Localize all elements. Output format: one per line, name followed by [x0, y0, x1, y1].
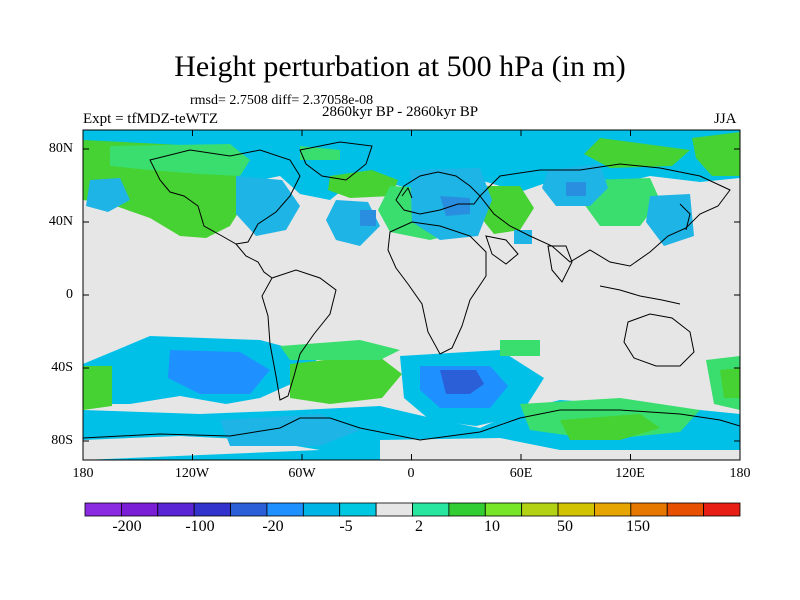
field-green: [720, 368, 740, 398]
lat-label: 40N: [48, 214, 73, 229]
colorbar-label: 50: [557, 518, 573, 535]
field-light-blue: [83, 130, 740, 204]
season-label: JJA: [714, 111, 737, 127]
axis-ticks: [82, 130, 741, 460]
plot-title: Height perturbation at 500 hPa (in m): [174, 50, 626, 83]
map-plot-area: [83, 130, 740, 460]
lon-label: 60E: [509, 466, 533, 481]
colorbar-swatch: [630, 502, 668, 517]
field-blue: [360, 210, 376, 226]
colorbar-swatch: [448, 502, 486, 517]
coastline-asia: [479, 163, 731, 267]
coastline-africa: [387, 221, 487, 355]
colorbar-swatch: [412, 502, 450, 517]
coastline-greenland: [299, 141, 373, 181]
colorbar-swatch: [594, 502, 632, 517]
colorbar-swatch: [193, 502, 231, 517]
field-blue: [86, 178, 130, 212]
coastline-australia: [623, 313, 695, 367]
coastline-uk: [401, 186, 413, 199]
field-green: [478, 186, 534, 234]
colorbar: [84, 502, 741, 517]
colorbar-swatch: [157, 502, 195, 517]
field-blue: [440, 370, 484, 394]
colorbar-swatch: [557, 502, 595, 517]
colorbar-swatch: [84, 502, 122, 517]
colorbar-swatch: [484, 502, 523, 517]
field-blue: [514, 230, 532, 244]
colorbar-swatch: [120, 502, 159, 517]
coastlines: [83, 141, 740, 441]
anomaly-fields: [83, 130, 740, 460]
colorbar-swatch: [703, 502, 741, 517]
field-green: [300, 146, 340, 160]
lat-label: 0: [66, 287, 73, 302]
field-blue: [566, 182, 586, 196]
colorbar-swatch: [230, 502, 268, 517]
colorbar-swatch: [266, 502, 304, 517]
colorbar-swatch: [302, 502, 341, 517]
field-blue: [646, 194, 694, 246]
coastline-central-america: [235, 243, 273, 279]
field-light-blue: [220, 414, 360, 446]
lon-label: 180: [72, 466, 94, 481]
colorbar-label: 2: [415, 518, 423, 535]
colorbar-swatch: [666, 502, 705, 517]
colorbar-swatch: [339, 502, 377, 517]
field-green: [290, 354, 402, 404]
period-label: 2860kyr BP - 2860kyr BP: [322, 104, 479, 120]
field-blue: [168, 350, 270, 394]
field-green: [500, 340, 540, 356]
field-green: [83, 366, 112, 410]
coastline-north-america: [149, 149, 301, 245]
experiment-label: Expt = tfMDZ-teWTZ: [83, 111, 219, 127]
coastline-japan: [679, 203, 691, 231]
colorbar-swatch: [375, 502, 413, 517]
lon-label: 180: [729, 466, 751, 481]
field-blue: [236, 176, 300, 236]
lat-label: 80N: [48, 141, 73, 156]
coastline-south-america: [261, 269, 337, 401]
coastline-arabia: [485, 235, 519, 265]
lat-label: 80S: [51, 433, 73, 448]
colorbar-label: 150: [626, 518, 650, 535]
colorbar-swatch: [521, 502, 559, 517]
lon-label: 0: [407, 466, 415, 481]
stats-text: rmsd= 2.7508 diff= 2.37058e-08: [190, 93, 374, 108]
field-green: [280, 340, 400, 360]
colorbar-label: -20: [262, 518, 284, 535]
coastline-india: [547, 245, 573, 283]
lon-label: 120W: [174, 466, 210, 481]
colorbar-label: -200: [112, 518, 142, 535]
field-green: [692, 132, 740, 176]
field-blue: [440, 196, 470, 216]
coastline-indonesia: [599, 285, 681, 305]
field-gray: [380, 438, 740, 460]
lat-label: 40S: [51, 360, 73, 375]
field-green: [584, 138, 690, 168]
colorbar-label: -5: [339, 518, 353, 535]
coastline-antarctica: [83, 409, 740, 441]
field-green: [560, 414, 660, 440]
lon-label: 60W: [288, 466, 316, 481]
colorbar-label: -100: [185, 518, 215, 535]
lon-label: 120E: [615, 466, 645, 481]
colorbar-label: 10: [484, 518, 500, 535]
field-green: [328, 170, 398, 198]
field-green: [110, 144, 250, 176]
